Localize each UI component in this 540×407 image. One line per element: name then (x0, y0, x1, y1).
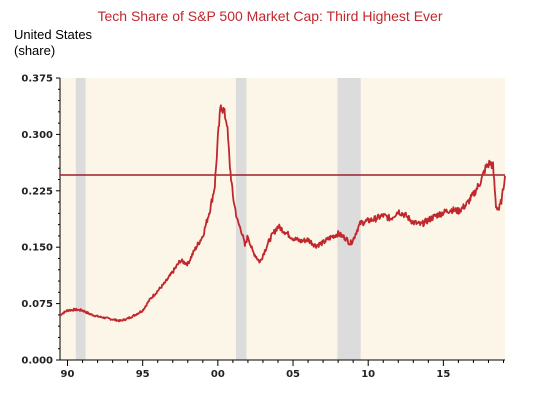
recession-band-0 (75, 78, 86, 360)
chart-title: Tech Share of S&P 500 Market Cap: Third … (97, 8, 443, 24)
tick-labels: 0.000 0.075 0.150 0.225 0.300 0.375 90 95 00 05 10… (21, 74, 450, 381)
x-tick-label: 95 (136, 369, 150, 380)
y-tick-label: 0.225 (21, 186, 53, 197)
series-line (59, 104, 506, 323)
axis-unit-label: United States (share) (14, 27, 92, 59)
y-tick-label: 0.000 (21, 356, 53, 367)
recession-shading (75, 78, 361, 360)
axes (56, 77, 505, 366)
y-tick-label: 0.375 (21, 74, 53, 85)
x-tick-label: 15 (436, 369, 450, 380)
x-tick-label: 05 (286, 369, 300, 380)
x-tick-label: 90 (61, 369, 75, 380)
region-label: United States (14, 27, 93, 42)
x-tick-label: 10 (361, 369, 375, 380)
y-tick-label: 0.300 (21, 130, 53, 141)
x-tick-label: 00 (211, 369, 225, 380)
y-tick-label: 0.075 (21, 299, 53, 310)
unit-label: (share) (14, 43, 56, 58)
y-tick-label: 0.150 (21, 243, 53, 254)
recession-band-1 (235, 78, 247, 360)
recession-band-2 (337, 78, 361, 360)
